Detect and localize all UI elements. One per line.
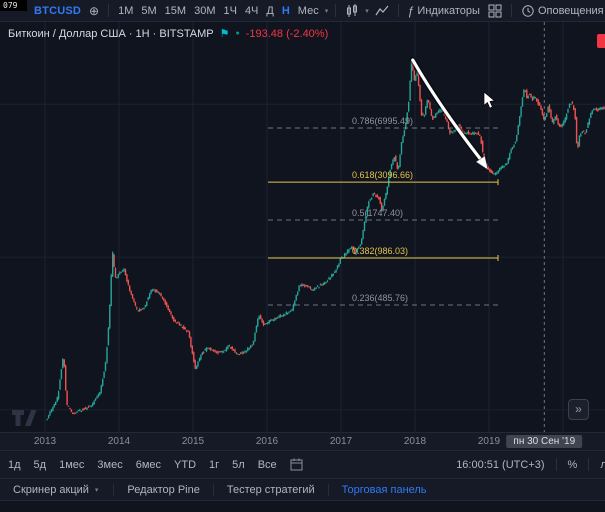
legend-title[interactable]: Биткоин / Доллар США · 1Н · BITSTAMP	[8, 27, 214, 40]
fib-label: 0.236(485.76)	[352, 293, 408, 303]
tradingview-logo-icon	[12, 410, 37, 426]
chart-type-caret-icon[interactable]: ▾	[365, 7, 369, 15]
range-1мес[interactable]: 1мес	[59, 458, 85, 471]
top-toolbar: BTCUSD ⊕ 1М 5М 15М 30М 1Ч 4Ч Д Н Мес ▾ ▾ ƒ Индик…	[0, 0, 605, 22]
range-Все[interactable]: Все	[257, 458, 277, 471]
replay-date-badge: пн 30 Сен '19	[506, 435, 583, 448]
chart-type-button[interactable]	[341, 3, 363, 18]
tab-Скринер акций[interactable]: Скринер акций ▾	[0, 479, 113, 500]
range-1д[interactable]: 1д	[8, 458, 21, 471]
range-5д[interactable]: 5д	[33, 458, 47, 471]
range-3мес[interactable]: 3мес	[97, 458, 123, 471]
range-1г[interactable]: 1г	[209, 458, 220, 471]
tab-label: Торговая панель	[341, 483, 427, 496]
time-axis-label: 2015	[181, 436, 205, 447]
tradingview-watermark	[12, 410, 38, 429]
chart-legend: Биткоин / Доллар США · 1Н · BITSTAMP ⚑ ●…	[8, 27, 329, 41]
toolbar-divider	[397, 4, 399, 17]
bottom-panel-tabs: Скринер акций ▾ Редактор Pine Тестер страте…	[0, 478, 605, 500]
grid-icon	[488, 4, 502, 17]
fib-retracement[interactable]: 0.786(6995.49) 0.618(3096.66) 0.5(1747.40)…	[268, 116, 499, 306]
compare-add-icon[interactable]: ⊕	[89, 3, 100, 18]
fib-label: 0.5(1747.40)	[352, 208, 403, 218]
range-toolbar: 1д 5д 1мес 3мес 6мес YTD 1г 5л Все 16:00:51 (UTC…	[0, 450, 605, 478]
tab-Торговая панель[interactable]: Торговая панель	[329, 479, 440, 500]
tab-Тестер стратегий[interactable]: Тестер стратегий	[214, 479, 328, 500]
interval-Мес[interactable]: Мес	[297, 4, 319, 17]
percent-scale-button[interactable]: %	[567, 458, 578, 471]
interval-1М[interactable]: 1М	[118, 4, 134, 17]
caret-down-icon: ▾	[94, 486, 99, 494]
indicators-button[interactable]: ƒ Индикаторы	[404, 4, 484, 18]
expand-panel-button[interactable]: »	[568, 399, 589, 420]
time-axis[interactable]: пн 30 Сен '19 2013 2014 2015 2016 2017 2018 20…	[0, 432, 605, 450]
fib-label: 0.618(3096.66)	[352, 170, 413, 180]
interval-5М[interactable]: 5М	[141, 4, 157, 17]
time-axis-label: 2016	[255, 436, 279, 447]
time-axis-label: 2019	[477, 436, 501, 447]
interval-30М[interactable]: 30М	[194, 4, 216, 17]
alert-clock-icon	[522, 4, 534, 17]
interval-Д[interactable]: Д	[266, 4, 274, 17]
tab-divider	[212, 483, 214, 496]
clock: 16:00:51 (UTC+3)	[456, 458, 545, 471]
tab-label: Тестер стратегий	[226, 483, 315, 496]
interval-1Ч[interactable]: 1Ч	[223, 4, 237, 17]
function-icon: ƒ	[407, 3, 415, 18]
range-6мес[interactable]: 6мес	[135, 458, 162, 471]
fib-label: 0.382(986.03)	[352, 246, 408, 256]
status-dot-icon: ●	[235, 30, 240, 37]
time-axis-label: 2014	[107, 436, 131, 447]
chart-area[interactable]: 0.786(6995.49) 0.618(3096.66) 0.5(1747.40)…	[0, 22, 605, 432]
flag-icon[interactable]: ⚑	[219, 28, 230, 40]
tab-Редактор Pine[interactable]: Редактор Pine	[114, 479, 212, 500]
layout-grid-button[interactable]	[484, 4, 506, 18]
tab-label: Редактор Pine	[127, 483, 200, 496]
tab-label: Скринер акций	[13, 483, 89, 496]
tab-divider	[113, 483, 115, 496]
partial-price-label: 079	[0, 0, 27, 11]
indicators-label: Индикаторы	[417, 4, 480, 17]
tab-divider	[327, 483, 329, 496]
price-axis-label-partial	[597, 34, 605, 48]
alerts-button[interactable]: Оповещения	[517, 4, 605, 18]
toolbar-divider	[510, 4, 512, 17]
price-change: -193.48 (-2.40%)	[245, 27, 329, 40]
symbol-button[interactable]: BTCUSD	[34, 4, 82, 17]
interval-caret-icon[interactable]: ▾	[324, 7, 329, 15]
candlestick-chart[interactable]: 0.786(6995.49) 0.618(3096.66) 0.5(1747.40)…	[0, 22, 605, 432]
candlestick-icon	[347, 3, 358, 17]
bottom-panel-body	[0, 500, 605, 512]
time-axis-label: 2018	[403, 436, 427, 447]
toolbar-divider	[335, 4, 337, 17]
alerts-label: Оповещения	[537, 4, 604, 17]
time-axis-label: 2013	[33, 436, 57, 447]
interval-15М[interactable]: 15М	[164, 4, 187, 17]
range-group: 1д 5д 1мес 3мес 6мес YTD 1г 5л Все	[8, 458, 303, 471]
range-YTD[interactable]: YTD	[174, 458, 197, 471]
toolbar-divider	[588, 458, 590, 471]
line-tools-button[interactable]	[371, 4, 393, 17]
log-scale-button[interactable]: лог	[600, 459, 605, 471]
grid-lines	[0, 22, 605, 432]
toolbar-divider	[108, 4, 110, 17]
line-chart-icon	[375, 5, 389, 16]
toolbar-divider	[555, 458, 557, 471]
interval-Н[interactable]: Н	[281, 4, 290, 17]
range-5л[interactable]: 5л	[232, 458, 245, 471]
candles-layer	[46, 60, 605, 421]
calendar-icon[interactable]	[290, 458, 303, 471]
scale-controls: 16:00:51 (UTC+3) % лог	[456, 458, 605, 471]
fib-label: 0.786(6995.49)	[352, 116, 413, 126]
time-axis-label: 2017	[329, 436, 353, 447]
interval-4Ч[interactable]: 4Ч	[244, 4, 259, 17]
arrow-annotation[interactable]	[409, 57, 489, 171]
mouse-cursor	[483, 91, 496, 109]
interval-group: 1М 5М 15М 30М 1Ч 4Ч Д Н Мес	[114, 5, 323, 17]
